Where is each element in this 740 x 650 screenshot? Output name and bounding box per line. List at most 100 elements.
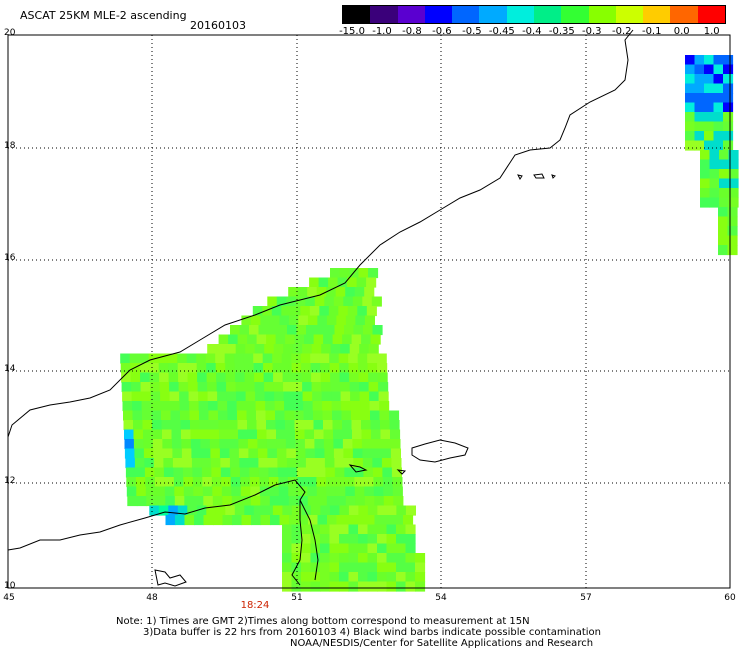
swath-pixel [386,524,397,535]
swath-pixel [294,420,305,431]
swath-pixel [284,410,295,421]
swath-pixel [203,515,214,526]
swath-pixel [301,562,312,573]
swath-pixel [191,458,202,469]
swath-pixel [182,467,193,478]
swath-pixel [351,420,362,431]
swath-pixel [319,306,330,317]
swath-pixel [258,458,269,469]
swath-pixel [323,439,334,450]
swath-pixel [258,467,269,478]
swath-pixel [248,458,259,469]
swath-pixel [320,543,331,554]
swath-pixel [727,216,738,227]
swath-pixel [306,467,317,478]
swath-pixel [332,334,343,345]
swath-pixel [254,344,265,355]
swath-pixel [316,486,327,497]
swath-pixel [330,372,341,383]
swath-pixel [298,515,309,526]
swath-pixel [307,496,318,507]
swath-pixel [200,448,211,459]
swath-pixel [713,64,724,75]
swath-pixel [177,363,188,374]
swath-pixel [196,353,207,364]
swath-pixel [275,420,286,431]
swath-pixel [367,534,378,545]
swath-pixel [145,477,156,488]
swath-pixel [386,553,397,564]
swath-pixel [295,429,306,440]
swath-pixel [181,439,192,450]
swath-pixel [374,515,385,526]
swath-pixel [368,344,379,355]
swath-pixel [136,486,147,497]
lat-label-12: 12 [4,476,16,486]
lon-label-57: 57 [580,593,592,603]
swath-pixel [307,287,318,298]
swath-pixel [345,287,356,298]
swath-pixel [205,353,216,364]
swath-pixel [170,410,181,421]
swath-pixel [685,83,696,94]
swath-pixel [405,581,416,592]
swath-pixel [240,477,251,488]
swath-pixel [356,277,367,288]
swath-pixel [718,207,729,218]
swath-pixel [386,572,397,583]
swath-pixel [241,515,252,526]
swath-pixel [259,477,270,488]
swath-pixel [220,458,231,469]
swath-pixel [366,277,377,288]
swath-pixel [218,420,229,431]
colorbar-swatch [397,6,426,23]
swath-pixel [173,477,184,488]
swath-pixel [333,448,344,459]
swath-pixel [313,420,324,431]
swath-pixel [709,169,720,180]
swath-pixel [296,325,307,336]
colorbar-swatch [343,6,371,23]
swath-pixel [143,448,154,459]
swath-pixel [124,429,135,440]
swath-pixel [181,429,192,440]
swath-pixel [187,505,198,516]
swath-pixel [360,401,371,412]
swath-pixel [276,448,287,459]
swath-pixel [180,410,191,421]
swath-pixel [315,325,326,336]
swath-pixel [694,131,705,142]
swath-pixel [694,74,705,85]
swath-pixel [344,325,355,336]
swath-pixel [334,458,345,469]
swath-pixel [323,334,334,345]
swath-pixel [282,543,293,554]
swath-pixel [331,391,342,402]
swath-pixel [728,150,739,161]
swath-pixel [700,150,711,161]
swath-pixel [131,382,142,393]
swath-pixel [685,64,696,75]
swath-pixel [149,505,160,516]
swath-pixel [367,363,378,374]
swath-pixel [390,429,401,440]
swath-pixel [288,315,299,326]
swath-pixel [359,382,370,393]
lon-label-51: 51 [291,593,303,603]
swath-pixel [377,534,388,545]
swath-pixel [358,581,369,592]
swath-pixel [320,562,331,573]
swath-pixel [199,420,210,431]
swath-pixel [288,287,299,298]
swath-pixel [405,534,416,545]
swath-pixel [124,448,135,459]
swath-pixel [349,268,360,279]
swath-pixel [386,505,397,516]
swath-pixel [331,401,342,412]
swath-pixel [333,429,344,440]
swath-pixel [704,131,715,142]
swath-pixel [269,486,280,497]
swath-pixel [365,515,376,526]
swath-pixel [355,515,366,526]
swath-pixel [291,363,302,374]
